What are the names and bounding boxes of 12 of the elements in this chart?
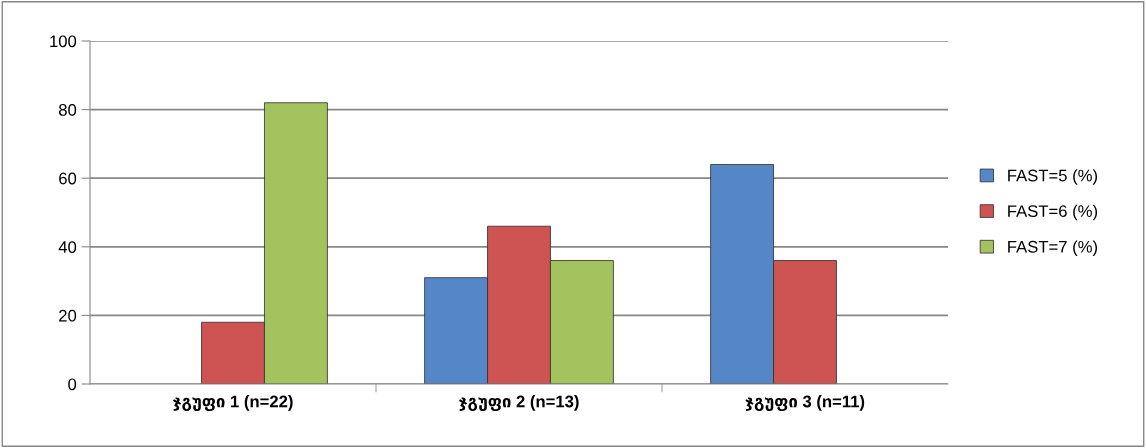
legend-label: FAST=7 (%) [1008, 240, 1098, 256]
y-tick-label: 80 [58, 104, 77, 116]
x-tick-label: ჯგუფი 1 (n=22) [172, 395, 293, 412]
x-tick-label: ჯგუფი 3 (n=11) [745, 395, 865, 412]
y-tick-label: 100 [50, 35, 77, 48]
y-tick-label: 60 [59, 172, 77, 185]
legend-label: FAST=6 (%) [1008, 204, 1098, 221]
y-tick-label: 20 [59, 309, 77, 322]
y-tick-label: 40 [58, 241, 77, 253]
x-tick-label: ჯგუფი 2 (n=13) [458, 395, 579, 412]
y-tick-label: 0 [68, 378, 77, 391]
legend-label: FAST=5 (%) [1008, 169, 1098, 185]
